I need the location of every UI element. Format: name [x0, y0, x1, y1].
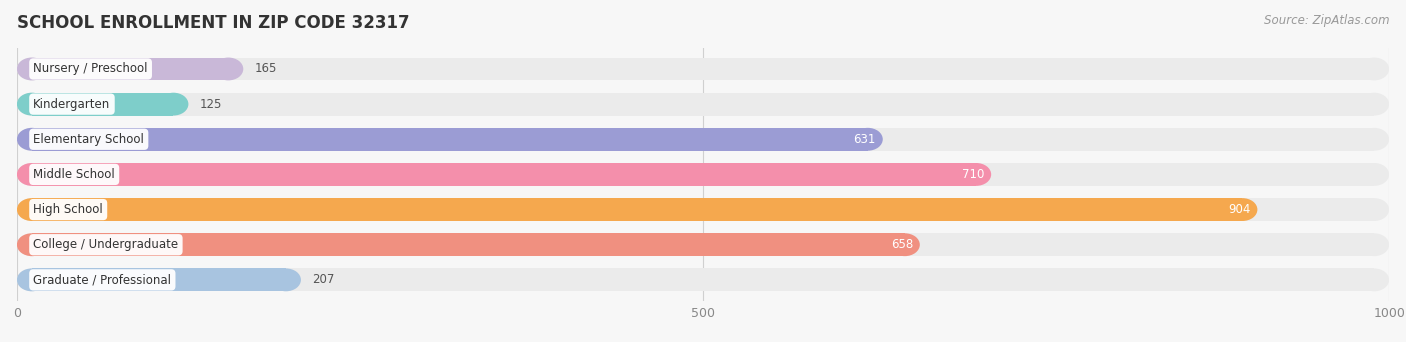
Ellipse shape	[1360, 93, 1389, 116]
Ellipse shape	[17, 93, 46, 116]
Text: Graduate / Professional: Graduate / Professional	[34, 273, 172, 286]
Bar	[32, 93, 1374, 116]
Bar	[32, 57, 1374, 80]
Ellipse shape	[962, 163, 991, 186]
Text: 631: 631	[853, 133, 876, 146]
Ellipse shape	[17, 198, 46, 221]
Ellipse shape	[1360, 128, 1389, 151]
Text: 904: 904	[1229, 203, 1250, 216]
Bar	[32, 233, 905, 256]
Text: Nursery / Preschool: Nursery / Preschool	[34, 63, 148, 76]
Bar	[32, 198, 1243, 221]
Ellipse shape	[271, 268, 301, 291]
Ellipse shape	[890, 233, 920, 256]
Ellipse shape	[1360, 57, 1389, 80]
Ellipse shape	[17, 93, 46, 116]
Text: College / Undergraduate: College / Undergraduate	[34, 238, 179, 251]
Text: Source: ZipAtlas.com: Source: ZipAtlas.com	[1264, 14, 1389, 27]
Ellipse shape	[159, 93, 188, 116]
Ellipse shape	[17, 163, 46, 186]
Bar	[32, 57, 228, 80]
Text: 658: 658	[891, 238, 912, 251]
Ellipse shape	[214, 57, 243, 80]
Text: 125: 125	[200, 97, 222, 110]
Ellipse shape	[17, 233, 46, 256]
Ellipse shape	[853, 128, 883, 151]
Ellipse shape	[1360, 268, 1389, 291]
Text: Middle School: Middle School	[34, 168, 115, 181]
Text: 165: 165	[254, 63, 277, 76]
Text: SCHOOL ENROLLMENT IN ZIP CODE 32317: SCHOOL ENROLLMENT IN ZIP CODE 32317	[17, 14, 409, 32]
Bar	[32, 233, 1374, 256]
Ellipse shape	[1360, 233, 1389, 256]
Ellipse shape	[17, 268, 46, 291]
Ellipse shape	[17, 163, 46, 186]
Text: High School: High School	[34, 203, 103, 216]
Ellipse shape	[17, 268, 46, 291]
Bar	[32, 163, 976, 186]
Bar	[32, 163, 1374, 186]
Bar	[32, 268, 1374, 291]
Ellipse shape	[17, 233, 46, 256]
Ellipse shape	[1360, 163, 1389, 186]
Ellipse shape	[17, 57, 46, 80]
Ellipse shape	[1360, 198, 1389, 221]
Ellipse shape	[17, 57, 46, 80]
Ellipse shape	[17, 128, 46, 151]
Bar	[32, 93, 173, 116]
Text: 207: 207	[312, 273, 335, 286]
Text: 710: 710	[962, 168, 984, 181]
Ellipse shape	[1227, 198, 1257, 221]
Bar	[32, 268, 285, 291]
Ellipse shape	[17, 128, 46, 151]
Ellipse shape	[17, 198, 46, 221]
Text: Kindergarten: Kindergarten	[34, 97, 111, 110]
Bar	[32, 198, 1374, 221]
Bar	[32, 128, 868, 151]
Text: Elementary School: Elementary School	[34, 133, 145, 146]
Bar	[32, 128, 1374, 151]
